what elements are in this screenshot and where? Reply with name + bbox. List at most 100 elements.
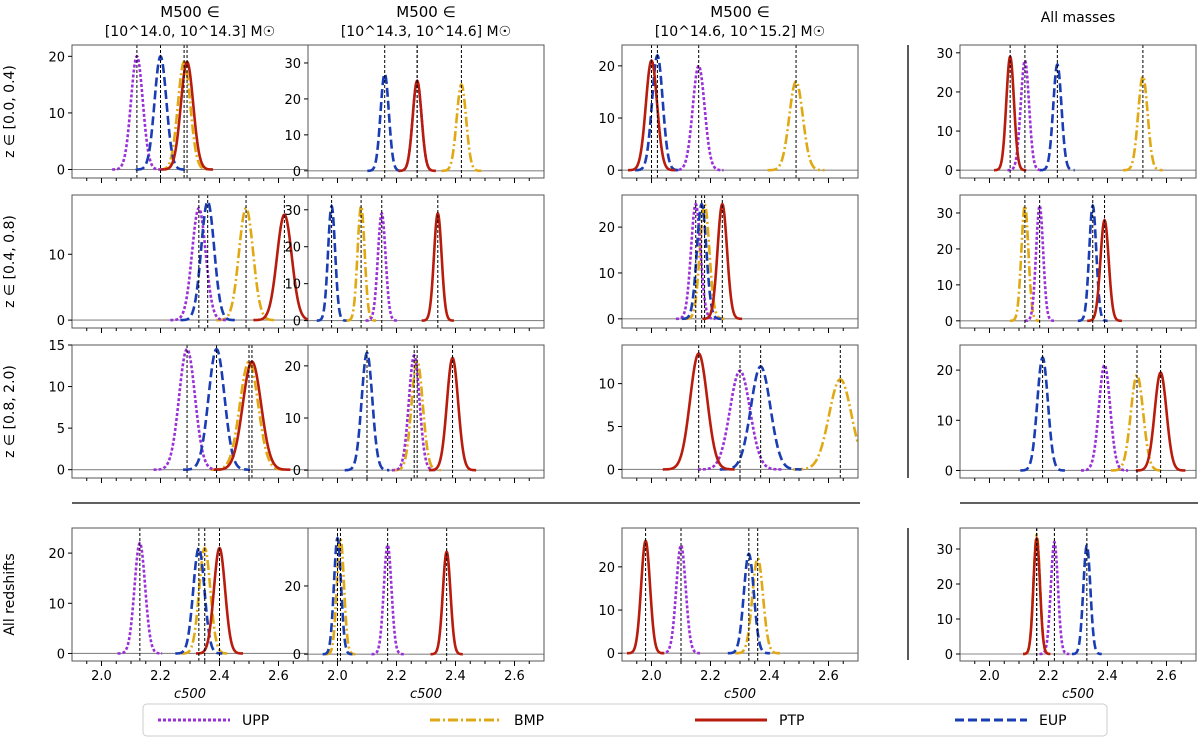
y-tick-label: 0 [945,648,953,663]
x-axis-label: c500 [174,687,206,702]
panel-r3-c0: 0 10 20 2.0 2.2 2.4 2.6 c500 [48,527,309,702]
series-curve-ptp [662,352,735,471]
x-axis-label: c500 [724,687,756,702]
panel-r1-c1: 0 10 20 30 [284,194,545,333]
y-tick-label: 0 [57,464,65,479]
y-tick-label: 30 [284,57,301,72]
series-curve-bmp [735,556,780,655]
series-curve-eup [316,203,347,322]
y-tick-label: 0 [607,647,615,662]
y-tick-label: 10 [284,278,301,293]
y-tick-label: 10 [598,267,615,282]
x-tick-label: 2.2 [700,669,721,684]
legend-item-bmp: BMP [430,713,544,729]
row-label: z ∈ [0.4, 0.8) [2,215,18,308]
x-tick-label: 2.2 [386,669,407,684]
panel-frame [621,194,859,329]
panel-r2-c0: 0 5 10 15 [48,339,309,483]
y-tick-label: 10 [598,378,615,393]
y-tick-label: 0 [57,314,65,329]
series-curve-bmp [325,535,356,656]
y-tick-label: 0 [293,464,301,479]
panel-r1-c2: 0 10 20 [598,194,859,333]
y-tick-label: 10 [48,107,65,122]
series-curve-upp [371,542,404,656]
series-curve-upp [673,64,724,172]
y-tick-label: 10 [936,414,953,429]
y-tick-label: 0 [293,648,301,663]
x-tick-label: 2.4 [209,669,230,684]
panel-frame [959,44,1197,179]
y-tick-label: 10 [936,279,953,294]
series-curve-ptp [421,211,454,322]
series-curve-ptp [430,549,463,656]
column-title-line2: [10^14.6, 10^15.2] M☉ [655,24,825,40]
series-curve-ptp [253,213,308,322]
series-curve-ptp [626,538,665,655]
series-curve-bmp [1123,74,1163,172]
y-tick-label: 20 [284,241,301,256]
legend-item-ptp: PTP [695,713,804,729]
y-tick-label: 20 [284,360,301,375]
panel-r0-c1: 0 10 20 30 [284,44,545,183]
panel-frame [959,527,1197,662]
panel-frame [307,194,545,329]
series-curve-bmp [1110,373,1164,472]
series-curve-bmp [1010,203,1040,323]
series-curve-eup [1020,355,1065,472]
x-tick-label: 2.0 [641,669,662,684]
y-tick-label: 15 [48,339,65,354]
y-tick-label: 20 [48,50,65,65]
panel-r2-c1: 0 10 20 [284,344,545,483]
series-curve-bmp [793,378,858,471]
column-title-line1: M500 ∈ [396,3,455,21]
legend-label: EUP [1039,713,1067,729]
x-tick-label: 2.4 [1097,669,1118,684]
series-curve-upp [1007,58,1043,172]
legend-label: UPP [242,713,269,729]
row-label: All redshifts [2,553,18,635]
series-curve-eup [175,546,223,655]
y-tick-label: 30 [936,543,953,558]
series-curve-eup [681,202,722,321]
panel-r1-c3: 0 10 20 30 [936,194,1197,333]
column-title-line2: [10^14.3, 10^14.6] M☉ [341,24,511,40]
y-tick-label: 5 [57,422,65,437]
y-tick-label: 30 [284,204,301,219]
legend: UPP BMP PTP EUP [142,703,1108,737]
row-label: z ∈ [0.0, 0.4) [2,65,18,158]
y-tick-label: 10 [284,129,301,144]
y-tick-label: 10 [936,613,953,628]
y-tick-label: 20 [936,578,953,593]
legend-item-upp: UPP [158,713,269,729]
panel-r0-c0: 0 10 20 [48,44,309,183]
y-tick-label: 20 [284,580,301,595]
row-labels: z ∈ [0.0, 0.4) z ∈ [0.4, 0.8) z ∈ [0.8, 2.… [2,65,18,636]
y-tick-label: 20 [48,547,65,562]
series-curve-upp [661,543,701,655]
y-tick-label: 20 [284,93,301,108]
y-tick-label: 0 [57,647,65,662]
series-curve-upp [365,211,398,322]
legend-box [142,703,1108,737]
series-curve-ptp [428,356,477,472]
y-tick-label: 20 [598,221,615,236]
x-tick-label: 2.2 [150,669,171,684]
y-tick-label: 10 [48,381,65,396]
column-titles: M500 ∈ [10^14.0, 10^14.3] M☉ M500 ∈ [10^14.… [105,3,1115,40]
series-curve-eup [1039,62,1075,172]
y-tick-label: 10 [284,412,301,427]
y-tick-label: 5 [607,421,615,436]
y-tick-label: 0 [607,313,615,328]
legend-item-eup: EUP [955,713,1067,729]
x-tick-label: 2.0 [327,669,348,684]
series-curve-upp [675,202,716,321]
series-curve-bmp [346,203,376,322]
x-tick-label: 2.4 [759,669,780,684]
x-tick-label: 2.4 [445,669,466,684]
y-tick-label: 20 [598,60,615,75]
panel-r0-c3: 0 10 20 30 [936,44,1197,183]
panel-r1-c0: 0 10 [48,194,309,333]
column-title: All masses [1041,10,1116,26]
